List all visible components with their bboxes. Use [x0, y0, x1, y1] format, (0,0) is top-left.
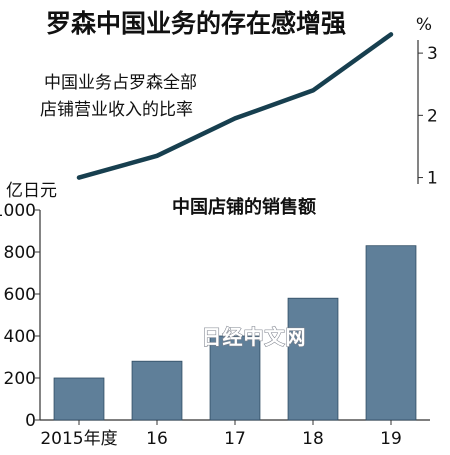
- share-line-chart: 1 2 3: [76, 32, 438, 189]
- watermark: 日经中文网: [202, 325, 307, 349]
- sales-x-tick-label: 16: [146, 429, 168, 449]
- sales-x-tick-label: 2015年度: [40, 429, 117, 449]
- sales-y-tick-label: 0: [25, 411, 36, 431]
- share-annotation-line-2: 店铺营业收入的比率: [40, 100, 193, 120]
- share-annotation-line-1: 中国业务占罗森全部: [44, 73, 197, 93]
- share-y-tick-label: 1: [427, 169, 438, 189]
- share-annotation: 中国业务占罗森全部 店铺营业收入的比率: [40, 73, 202, 120]
- sales-bar: [365, 245, 417, 421]
- sales-bar: [209, 335, 261, 421]
- share-unit-label: %: [416, 15, 432, 35]
- sales-bar: [287, 297, 339, 421]
- sales-bar-chart: 0 200 400 600 800 1000 2015年度 16 17 18 19: [0, 201, 430, 449]
- sales-y-tick-label: 600: [4, 285, 36, 305]
- sales-chart-title: 中国店铺的销售额: [172, 196, 316, 218]
- sales-y-tick-label: 400: [4, 327, 36, 347]
- share-y-tick-label: 3: [427, 44, 438, 64]
- sales-bar: [53, 377, 105, 421]
- sales-y-tick-label: 800: [4, 243, 36, 263]
- share-y-tick-label: 2: [427, 106, 438, 126]
- sales-y-tick-label: 200: [4, 369, 36, 389]
- sales-x-tick-label: 17: [224, 429, 246, 449]
- sales-y-tick-label: 1000: [0, 201, 36, 221]
- sales-unit-label: 亿日元: [6, 181, 57, 201]
- sales-bar: [131, 360, 183, 421]
- sales-x-tick-label: 19: [380, 429, 402, 449]
- sales-x-tick-label: 18: [302, 429, 324, 449]
- main-title: 罗森中国业务的存在感增强: [46, 9, 346, 38]
